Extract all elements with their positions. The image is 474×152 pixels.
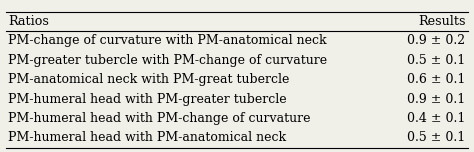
Text: Ratios: Ratios — [9, 15, 49, 28]
Text: 0.4 ± 0.1: 0.4 ± 0.1 — [407, 112, 465, 125]
Text: PM-anatomical neck with PM-great tubercle: PM-anatomical neck with PM-great tubercl… — [9, 73, 290, 86]
Text: PM-humeral head with PM-change of curvature: PM-humeral head with PM-change of curvat… — [9, 112, 311, 125]
Text: 0.6 ± 0.1: 0.6 ± 0.1 — [407, 73, 465, 86]
Text: PM-change of curvature with PM-anatomical neck: PM-change of curvature with PM-anatomica… — [9, 35, 327, 47]
Text: 0.9 ± 0.1: 0.9 ± 0.1 — [407, 93, 465, 106]
Text: 0.5 ± 0.1: 0.5 ± 0.1 — [407, 54, 465, 67]
Text: PM-humeral head with PM-anatomical neck: PM-humeral head with PM-anatomical neck — [9, 131, 287, 144]
Text: PM-humeral head with PM-greater tubercle: PM-humeral head with PM-greater tubercle — [9, 93, 287, 106]
Text: PM-greater tubercle with PM-change of curvature: PM-greater tubercle with PM-change of cu… — [9, 54, 328, 67]
Text: 0.9 ± 0.2: 0.9 ± 0.2 — [408, 35, 465, 47]
Text: Results: Results — [418, 15, 465, 28]
Text: 0.5 ± 0.1: 0.5 ± 0.1 — [407, 131, 465, 144]
